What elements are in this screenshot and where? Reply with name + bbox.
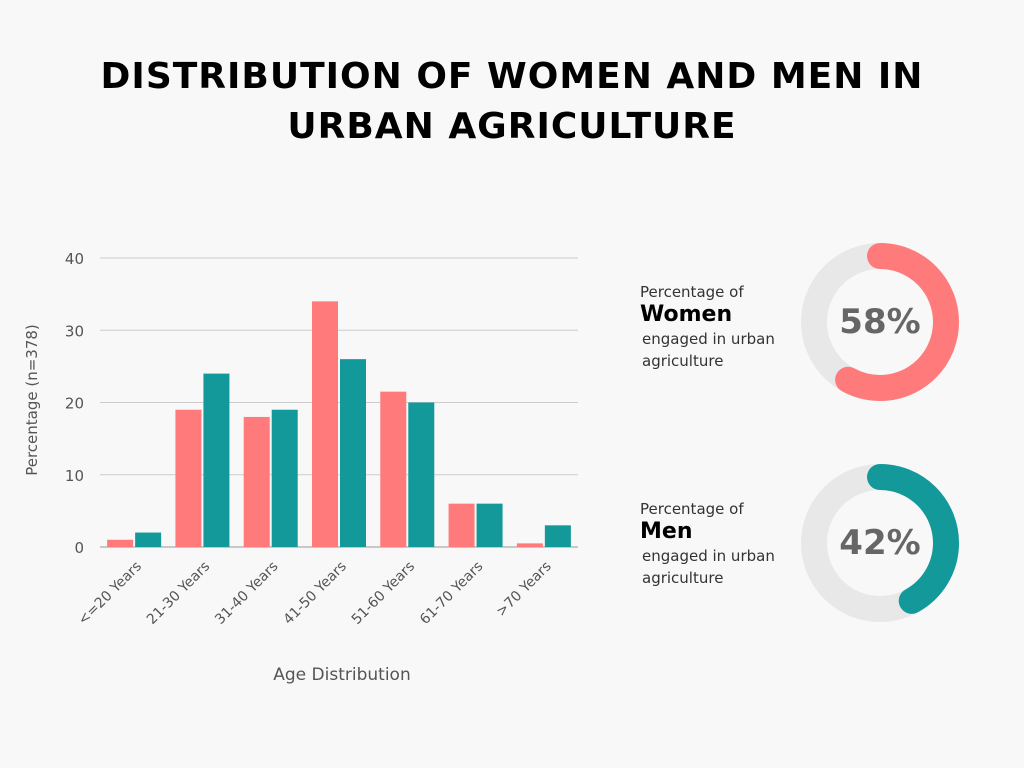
bar-men [476,503,503,547]
men-donut: 42% [800,463,960,623]
title-line-2: URBAN AGRICULTURE [287,106,737,147]
men-stat-label: Men [640,519,693,544]
bar-men [203,373,230,547]
x-tick-label: 31-40 Years [212,559,281,628]
x-tick-label: 21-30 Years [144,559,213,628]
title-line-1: DISTRIBUTION OF WOMEN AND MEN IN [100,56,924,97]
bar-women [107,539,134,547]
x-tick-label: 41-50 Years [280,559,349,628]
men-percentage: 42% [839,523,921,563]
men-donut-arc [801,464,959,622]
women-donut: 58% [800,242,960,402]
bar-women [175,409,202,547]
bar-men [135,532,162,547]
women-donut-arc [801,243,959,401]
bar-men [340,359,366,547]
men-stat-post-1: engaged in urban [642,547,775,565]
y-tick-label: 0 [74,539,84,557]
y-tick-label: 10 [65,467,84,485]
bar-men [408,402,435,547]
bar-women [243,416,270,547]
bar-women [312,301,338,547]
women-stat-label: Women [640,302,733,327]
chart-title: DISTRIBUTION OF WOMEN AND MEN IN URBAN A… [0,52,1024,152]
x-tick-label: >70 Years [493,559,554,620]
y-axis-title: Percentage (n=378) [23,324,41,476]
men-stat-pre: Percentage of [640,500,744,518]
women-stat-post-2: agriculture [642,352,724,370]
women-stat-text: Percentage of Women engaged in urban agr… [640,282,800,372]
women-stat-post-1: engaged in urban [642,330,775,348]
x-tick-label: 51-60 Years [349,559,418,628]
bar-men [544,525,571,547]
men-stat-text: Percentage of Men engaged in urban agric… [640,499,800,589]
men-stat-post-2: agriculture [642,569,724,587]
x-axis-title: Age Distribution [273,665,410,685]
bar-women [516,543,543,547]
women-stat-pre: Percentage of [640,283,744,301]
x-tick-label: <=20 Years [75,559,145,629]
x-tick-label: 61-70 Years [417,559,486,628]
bar-men [271,409,298,547]
y-tick-label: 30 [65,322,84,340]
y-tick-label: 40 [65,250,84,268]
y-tick-label: 20 [65,395,84,413]
bar-women [448,503,475,547]
bar-chart: 0 10 20 30 40 Percentage (n=378) <=20 Years21-… [23,250,578,685]
women-percentage: 58% [839,302,921,342]
bar-women [380,391,407,547]
